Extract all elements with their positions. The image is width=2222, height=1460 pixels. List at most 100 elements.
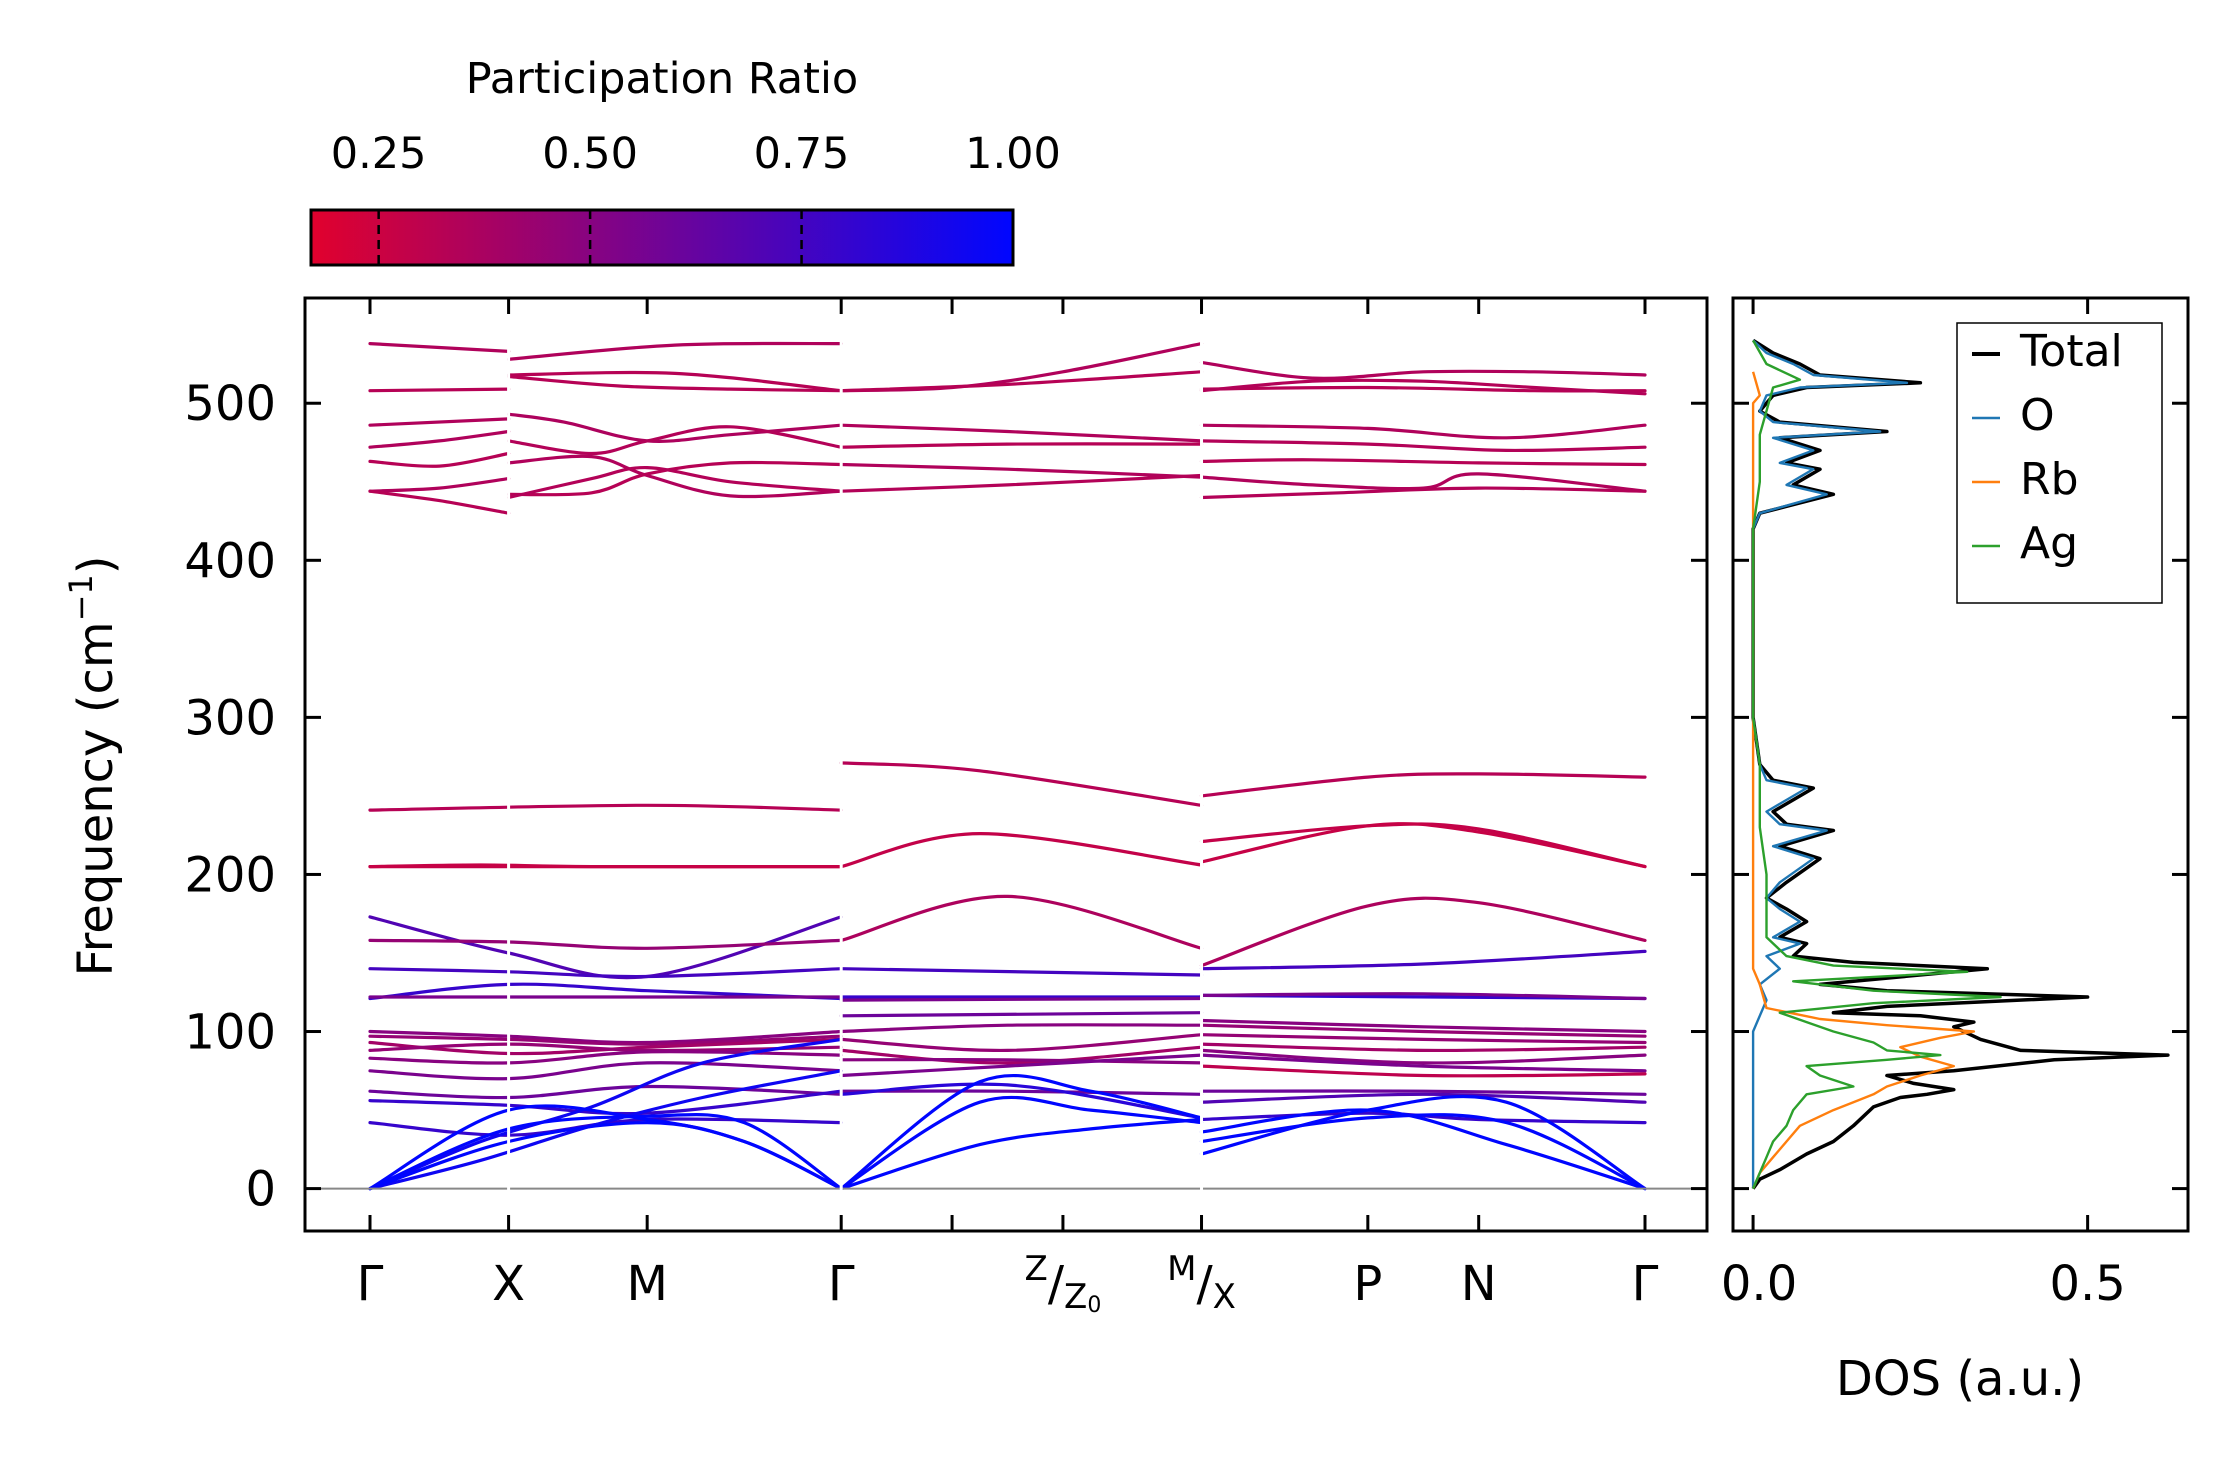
phonon-band	[1199, 360, 1647, 380]
phonon-band	[1199, 1092, 1647, 1104]
high-symmetry-label: Z/Z0	[1025, 1249, 1102, 1318]
phonon-band	[1199, 1094, 1647, 1191]
phonon-band	[1199, 1048, 1647, 1065]
phonon-band	[507, 374, 843, 393]
legend-label-ag: Ag	[2020, 518, 2078, 569]
dos-panel: 0.0 0.5 DOS (a.u.) Total O Rb Ag	[1721, 296, 2190, 1407]
phonon-band	[368, 1104, 843, 1191]
colorbar-tick-label: 0.50	[542, 129, 638, 179]
y-axis-label: Frequency (cm−1)	[62, 555, 124, 976]
dos-axis-ticks: 0.0 0.5	[1721, 298, 2126, 1312]
high-symmetry-label: M	[626, 1256, 667, 1312]
high-symmetry-label: Γ	[357, 1256, 384, 1312]
phonon-band	[368, 1061, 843, 1081]
phonon-band	[839, 831, 1204, 869]
phonon-band	[1199, 772, 1647, 798]
phonon-band	[368, 451, 511, 468]
phonon-band	[507, 425, 843, 456]
phonon-band	[839, 442, 1204, 449]
phonon-band	[1199, 1113, 1647, 1191]
phonon-band	[839, 1089, 1204, 1096]
phonon-band	[1199, 378, 1647, 396]
y-axis-ticks: 0 100 200 300 400 500	[184, 376, 2188, 1218]
phonon-band	[839, 370, 1204, 393]
y-axis-label-close: )	[68, 555, 124, 574]
dos-x-tick-label: 0.0	[1721, 1256, 1797, 1312]
phonon-band	[368, 1050, 843, 1065]
phonon-band	[507, 341, 843, 361]
high-symmetry-label: P	[1353, 1256, 1382, 1312]
phonon-band	[368, 342, 511, 353]
colorbar-title: Participation Ratio	[466, 54, 859, 104]
colorbar-tick-label: 0.25	[331, 129, 427, 179]
phonon-band	[1199, 1033, 1647, 1045]
colorbar-ticks: 0.25 0.50 0.75 1.00	[331, 129, 1061, 265]
dos-curve-rb	[1751, 371, 1976, 1190]
y-tick-label: 500	[184, 376, 276, 432]
phonon-band	[368, 1037, 843, 1056]
phonon-band	[368, 967, 843, 979]
phonon-band	[839, 1073, 1204, 1191]
phonon-band	[839, 967, 1204, 977]
legend-label-rb: Rb	[2020, 454, 2079, 505]
legend-label-o: O	[2020, 390, 2055, 441]
y-tick-label: 0	[245, 1162, 276, 1218]
phonon-band	[368, 387, 511, 393]
y-tick-label: 100	[184, 1005, 276, 1061]
colorbar-tick-label: 1.00	[965, 129, 1061, 179]
phonon-band	[839, 894, 1204, 950]
phonon-band	[1199, 1053, 1647, 1073]
phonon-band	[507, 370, 843, 393]
phonon-band	[368, 429, 511, 449]
phonon-band	[1199, 949, 1647, 971]
phonon-band	[839, 423, 1204, 443]
phonon-band	[368, 1029, 843, 1045]
phonon-band	[1199, 1108, 1647, 1191]
phonon-band	[1199, 439, 1647, 453]
phonon-band	[1199, 896, 1647, 968]
x-axis-ticks: Γ X M Γ Z/Z0 M/X P N Γ	[357, 298, 1659, 1318]
phonon-band	[839, 1095, 1204, 1191]
phonon-band	[839, 1053, 1204, 1078]
dos-frame	[1731, 296, 2190, 1233]
phonon-band	[839, 473, 1204, 493]
segment-break-lines	[507, 316, 1204, 1213]
high-symmetry-label: X	[492, 1256, 525, 1312]
phonon-band	[368, 1034, 843, 1046]
phonon-band	[1199, 1064, 1647, 1078]
high-symmetry-label: N	[1461, 1256, 1497, 1312]
legend-box	[1956, 322, 2163, 604]
y-tick-label: 300	[184, 690, 276, 746]
phonon-band	[1199, 423, 1647, 440]
dos-curves	[1751, 338, 2170, 1190]
dos-curve-o	[1751, 339, 1909, 1189]
phonon-band	[839, 1033, 1204, 1053]
phonon-band	[368, 863, 843, 869]
high-symmetry-label: Γ	[828, 1256, 855, 1312]
phonon-band	[839, 1011, 1204, 1018]
band-structure-frame	[303, 296, 1709, 1233]
band-lines	[368, 341, 1647, 1191]
colorbar-gradient	[309, 208, 1015, 267]
phonon-band	[839, 462, 1204, 479]
phonon-band	[1199, 458, 1647, 467]
phonon-band	[368, 1089, 843, 1116]
phonon-band	[368, 1084, 843, 1100]
phonon-band	[368, 803, 843, 812]
phonon-band	[1199, 822, 1647, 869]
y-tick-label: 200	[184, 847, 276, 903]
dos-legend: Total O Rb Ag	[1956, 322, 2163, 604]
dos-x-axis-label: DOS (a.u.)	[1836, 1351, 2084, 1407]
phonon-band	[507, 460, 843, 497]
phonon-band	[507, 454, 843, 499]
phonon-band	[1199, 486, 1647, 500]
band-structure-panel: 0 100 200 300 400 500 Γ X M Γ Z/Z0 M/X P N Γ Frequenc…	[62, 296, 2188, 1318]
phonon-band	[1199, 992, 1647, 1001]
high-symmetry-label: Γ	[1632, 1256, 1659, 1312]
phonon-band	[1199, 1042, 1647, 1053]
phonon-band	[368, 982, 843, 1001]
high-symmetry-label: M/X	[1167, 1249, 1236, 1317]
phonon-band	[839, 761, 1204, 807]
phonon-band	[839, 996, 1204, 1002]
